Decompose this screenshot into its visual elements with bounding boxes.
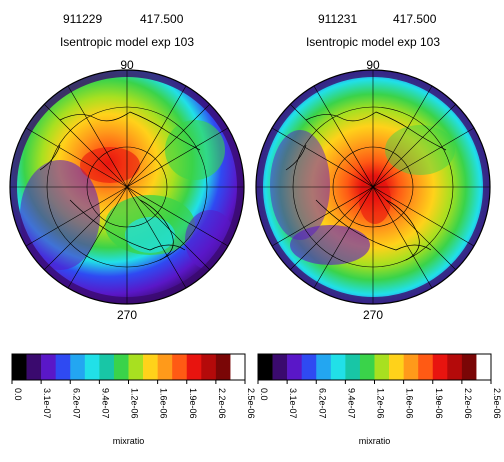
right-colorbar-swatch	[258, 354, 273, 380]
left-colorbar-swatch	[99, 354, 115, 380]
right-colorbar-swatch	[359, 354, 375, 380]
right-colorbar-tick-label: 1.6e-06	[405, 388, 415, 419]
left-colorbar-tick-label: 1.9e-06	[188, 388, 198, 419]
left-colorbar-swatch	[84, 354, 100, 380]
left-colorbar-swatch	[143, 354, 158, 380]
left-map-gridlines	[10, 70, 244, 304]
right-map-top-label: 90	[366, 58, 380, 72]
left-colorbar-swatch	[12, 354, 27, 380]
left-map-bottom-label: 270	[116, 308, 138, 322]
left-map-top-label: 90	[120, 58, 134, 72]
right-colorbar-tick-label: 2.5e-06	[492, 388, 502, 419]
left-colorbar-swatch	[26, 354, 42, 380]
right-map-title: Isentropic model exp 103	[305, 35, 441, 49]
left-map-level: 417.500	[140, 12, 184, 26]
right-colorbar-swatch	[403, 354, 419, 380]
left-colorbar-tick-label: 9.4e-07	[100, 388, 110, 419]
left-colorbar-tick-label: 1.2e-06	[130, 388, 140, 419]
left-colorbar-tick-label: 0.0	[13, 388, 23, 401]
left-colorbar-swatch	[215, 354, 231, 380]
left-map-coastlines	[39, 111, 201, 261]
left-colorbar-swatch	[128, 354, 144, 380]
right-colorbar-swatch	[389, 354, 404, 380]
right-colorbar-tick-label: 1.9e-06	[434, 388, 444, 419]
left-colorbar-swatch	[172, 354, 188, 380]
right-colorbar-swatch	[301, 354, 317, 380]
right-colorbar-title: mixratio	[359, 436, 391, 446]
right-map-bottom-label: 270	[362, 308, 384, 322]
left-colorbar-swatch	[201, 354, 217, 380]
right-colorbar-tick-label: 9.4e-07	[346, 388, 356, 419]
right-colorbar-tick-label: 6.2e-07	[317, 388, 327, 419]
left-colorbar-tick-label: 3.1e-07	[42, 388, 52, 419]
right-colorbar-swatch	[447, 354, 463, 380]
right-map-level: 417.500	[393, 12, 437, 26]
left-colorbar-swatch	[186, 354, 202, 380]
left-colorbar-tick-label: 2.5e-06	[246, 388, 256, 419]
left-colorbar-swatch	[70, 354, 86, 380]
right-colorbar-tick-label: 2.2e-06	[463, 388, 473, 419]
right-colorbar-swatch	[418, 354, 434, 380]
right-colorbar-swatch	[330, 354, 346, 380]
left-colorbar-tick-label: 6.2e-07	[71, 388, 81, 419]
right-colorbar-swatch	[272, 354, 288, 380]
right-map-date: 911231	[318, 12, 358, 26]
right-colorbar: 0.0 3.1e-07 6.2e-07 9.4e-07 1.2e-06 1.6e-06 1.…	[257, 353, 502, 446]
left-colorbar-title: mixratio	[113, 436, 145, 446]
right-colorbar-tick-label: 3.1e-07	[288, 388, 298, 419]
left-map-date: 911229	[63, 12, 103, 26]
left-polar-map	[9, 69, 245, 305]
right-colorbar-swatch	[374, 354, 390, 380]
right-map-coastlines	[285, 111, 447, 261]
left-map-title: Isentropic model exp 103	[59, 35, 195, 49]
right-colorbar-swatch	[316, 354, 332, 380]
left-colorbar-swatch	[157, 354, 173, 380]
left-colorbar-swatch	[55, 354, 71, 380]
left-colorbar-tick-label: 1.6e-06	[159, 388, 169, 419]
right-colorbar-tick-label: 1.2e-06	[376, 388, 386, 419]
right-map-gridlines	[256, 70, 490, 304]
right-colorbar-swatch	[287, 354, 302, 380]
right-colorbar-swatch	[345, 354, 361, 380]
right-colorbar-swatch	[476, 354, 492, 380]
right-colorbar-swatch	[461, 354, 477, 380]
left-colorbar-swatch	[113, 354, 129, 380]
left-colorbar-tick-label: 2.2e-06	[217, 388, 227, 419]
right-colorbar-swatch	[432, 354, 448, 380]
left-colorbar: 0.0 3.1e-07 6.2e-07 9.4e-07 1.2e-06 1.6e-06 1.…	[11, 353, 256, 446]
left-colorbar-swatch	[230, 354, 246, 380]
left-colorbar-swatch	[41, 354, 56, 380]
right-colorbar-tick-label: 0.0	[259, 388, 269, 401]
right-polar-map	[255, 69, 491, 305]
